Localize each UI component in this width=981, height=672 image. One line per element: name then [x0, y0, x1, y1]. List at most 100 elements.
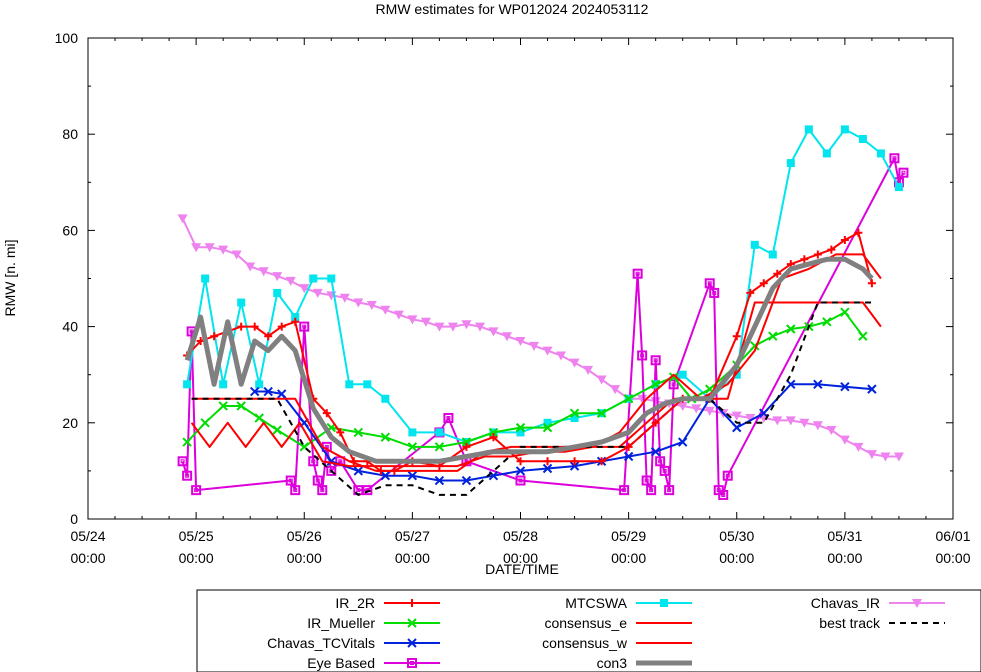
legend-label-mtcswa: MTCSWA	[565, 595, 627, 611]
y-tick-label: 40	[62, 319, 78, 335]
point-mtcswa	[804, 125, 813, 134]
series-ir-2r	[183, 228, 876, 475]
point-mtcswa	[570, 413, 579, 422]
point-chavas-tcvitals	[677, 437, 688, 447]
point-eye-based-inner	[725, 473, 730, 478]
x-tick-label-time: 00:00	[70, 550, 105, 566]
point-chavas-tcvitals	[249, 386, 260, 397]
point-eye-based-inner	[721, 492, 726, 497]
point-eye-based	[659, 465, 670, 476]
x-tick-label-date: 05/27	[395, 528, 430, 544]
point-ir-2r	[840, 236, 849, 245]
point-eye-based	[646, 485, 657, 496]
point-mtcswa	[750, 240, 759, 249]
point-eye-based-inner	[189, 329, 194, 334]
point-chavas-ir	[880, 452, 891, 462]
series-line-consensus-e	[191, 301, 882, 472]
point-eye-based	[326, 465, 337, 476]
point-eye-based	[312, 475, 323, 486]
point-chavas-ir	[285, 276, 296, 286]
point-ir-mueller	[623, 394, 634, 404]
point-ir-2r	[291, 317, 300, 326]
series-line-mtcswa	[186, 128, 900, 443]
point-chavas-tcvitals	[461, 475, 472, 486]
point-mtcswa	[858, 135, 867, 144]
legend-marker-ir-2r	[408, 599, 416, 607]
point-chavas-ir	[204, 243, 215, 253]
point-eye-based-inner	[644, 478, 649, 483]
point-eye-based	[182, 470, 193, 481]
point-eye-based	[889, 153, 900, 164]
series-consensus-w	[190, 253, 882, 468]
point-mtcswa	[201, 274, 210, 283]
point-eye-based	[641, 475, 652, 486]
point-mtcswa	[273, 288, 282, 297]
point-chavas-ir	[691, 404, 702, 414]
point-chavas-ir	[637, 394, 648, 404]
series-chavas-tcvitals	[249, 379, 877, 486]
point-chavas-ir	[542, 346, 553, 356]
x-tick-label-time: 00:00	[611, 550, 646, 566]
point-eye-based	[722, 470, 733, 481]
point-eye-based	[285, 475, 296, 486]
point-ir-mueller	[407, 442, 418, 452]
point-ir-2r	[322, 409, 331, 418]
point-chavas-ir	[258, 267, 269, 277]
point-mtcswa	[237, 298, 246, 307]
point-chavas-ir	[407, 315, 418, 325]
point-chavas-tcvitals	[840, 382, 850, 392]
point-ir-mueller	[254, 413, 264, 423]
x-tick-label-time: 00:00	[719, 550, 754, 566]
point-eye-based-inner	[671, 382, 676, 387]
point-chavas-ir	[339, 293, 350, 303]
y-tick-label: 0	[70, 511, 78, 527]
point-mtcswa	[183, 380, 192, 389]
point-ir-2r	[349, 457, 358, 466]
point-chavas-ir	[866, 450, 877, 460]
point-ir-mueller	[768, 331, 778, 341]
point-chavas-tcvitals	[867, 384, 877, 394]
point-ir-2r	[250, 322, 259, 331]
legend-label-consensus-e: consensus_e	[544, 615, 627, 631]
point-eye-based-inner	[180, 459, 185, 464]
point-chavas-ir	[812, 421, 823, 431]
point-eye-based-inner	[446, 415, 451, 420]
point-mtcswa	[516, 428, 525, 437]
point-chavas-ir	[245, 262, 256, 272]
point-chavas-ir	[393, 310, 404, 320]
point-eye-based-inner	[635, 271, 640, 276]
y-axis-label: RMW [n. mi]	[2, 240, 18, 317]
point-mtcswa	[363, 380, 372, 389]
legend-label-consensus-w: consensus_w	[542, 635, 628, 651]
point-eye-based	[637, 350, 648, 361]
point-chavas-ir	[583, 365, 594, 375]
point-ir-2r	[210, 332, 219, 341]
x-axis-label: DATE/TIME	[485, 561, 559, 577]
point-eye-based-inner	[653, 358, 658, 363]
legend-label-chavas-tcvitals: Chavas_TCVitals	[267, 635, 375, 651]
point-eye-based-inner	[293, 488, 298, 493]
point-chavas-ir	[488, 327, 499, 337]
x-tick-label-time: 00:00	[503, 550, 538, 566]
point-mtcswa	[255, 380, 264, 389]
point-ir-mueller	[596, 408, 607, 418]
point-ir-2r	[867, 279, 876, 288]
point-eye-based-inner	[901, 170, 906, 175]
point-ir-2r	[624, 442, 633, 451]
legend-label-chavas-ir: Chavas_IR	[811, 595, 880, 611]
point-ir-2r	[376, 466, 385, 475]
point-eye-based-inner	[892, 156, 897, 161]
legend-label-con3: con3	[597, 655, 628, 671]
x-tick-label-date: 05/24	[70, 528, 105, 544]
x-tick-label-time: 00:00	[935, 550, 970, 566]
point-ir-mueller	[668, 372, 679, 382]
point-chavas-tcvitals	[569, 461, 580, 471]
point-chavas-tcvitals	[542, 463, 553, 474]
point-chavas-ir	[218, 245, 229, 255]
point-chavas-ir	[366, 300, 377, 310]
x-tick-label-date: 05/30	[719, 528, 754, 544]
point-ir-2r	[800, 255, 809, 264]
legend-marker-chavas-ir	[912, 599, 922, 608]
point-chavas-ir	[447, 322, 458, 332]
